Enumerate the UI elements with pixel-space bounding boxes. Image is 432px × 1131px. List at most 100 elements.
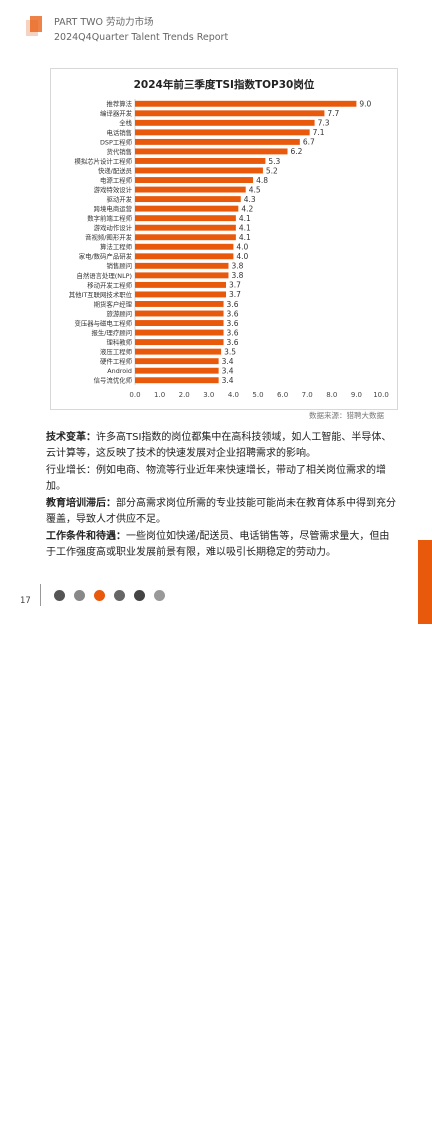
category-label: 销售顾问	[106, 261, 132, 270]
category-label: 旅游顾问	[106, 309, 132, 318]
category-label: DSP工程师	[100, 137, 133, 146]
category-label: 算法工程师	[100, 242, 133, 251]
bar	[135, 138, 300, 145]
x-tick-label: 1.0	[154, 391, 165, 399]
x-tick-label: 8.0	[326, 391, 337, 399]
value-label: 4.5	[249, 185, 261, 194]
bar	[135, 110, 325, 117]
bar	[135, 339, 224, 346]
bar	[135, 281, 227, 288]
value-label: 5.2	[266, 166, 278, 175]
x-tick-label: 9.0	[351, 391, 362, 399]
chart-title: 2024年前三季度TSI指数TOP30岗位	[133, 79, 315, 91]
category-label: 推荐算法	[106, 99, 132, 108]
category-label: 数字前端工程师	[87, 214, 132, 223]
category-label: 变压器与磁电工程师	[74, 318, 132, 327]
report-logo-icon	[26, 16, 42, 36]
category-label: 游戏动作设计	[94, 223, 133, 232]
value-label: 3.5	[224, 347, 236, 356]
value-label: 7.7	[327, 109, 339, 118]
category-label: Android	[107, 367, 132, 375]
category-label: 家电/数码产品研发	[79, 252, 133, 261]
value-label: 4.3	[244, 195, 256, 204]
category-label: 信号流优化师	[94, 376, 133, 385]
bar	[135, 320, 224, 326]
footer-dot-icon	[54, 590, 65, 601]
analysis-text: 技术变革：许多高TSI指数的岗位都集中在高科技领域，如人工智能、半导体、云计算等…	[46, 430, 398, 562]
category-label: 理科教师	[106, 338, 132, 347]
value-label: 3.6	[227, 328, 239, 337]
value-label: 3.7	[229, 281, 241, 290]
value-label: 3.8	[231, 271, 243, 280]
value-label: 3.6	[227, 300, 239, 309]
category-label: 电源工程师	[100, 175, 133, 184]
bar	[135, 253, 234, 260]
value-label: 4.0	[236, 243, 248, 252]
bar	[135, 167, 263, 174]
bar	[135, 291, 227, 298]
bar	[135, 177, 254, 183]
value-label: 3.4	[222, 367, 234, 376]
bar	[135, 205, 239, 212]
footer-divider	[40, 584, 41, 606]
bar	[135, 348, 222, 355]
value-label: 3.4	[222, 376, 234, 385]
bar	[135, 224, 236, 231]
page-number: 17	[20, 596, 31, 606]
value-label: 3.8	[231, 262, 243, 271]
x-tick-label: 7.0	[302, 391, 313, 399]
value-label: 6.7	[303, 138, 315, 147]
value-label: 3.6	[227, 319, 239, 328]
value-label: 4.1	[239, 214, 251, 223]
value-label: 7.3	[318, 119, 330, 128]
value-label: 5.3	[268, 157, 280, 166]
report-title: 2024Q4Quarter Talent Trends Report	[54, 32, 229, 43]
footer-dot-icon	[154, 590, 165, 601]
bar	[135, 100, 357, 107]
value-label: 4.1	[239, 233, 251, 242]
paragraph-education: 教育培训滞后：部分高需求岗位所需的专业技能可能尚未在教育体系中得到充分覆盖，导致…	[46, 498, 396, 525]
paragraph-tech: 技术变革：许多高TSI指数的岗位都集中在高科技领域，如人工智能、半导体、云计算等…	[46, 432, 392, 459]
bar	[135, 310, 224, 317]
category-label: 液压工程师	[100, 347, 133, 356]
bar	[135, 186, 246, 193]
value-label: 4.8	[256, 176, 268, 185]
bar	[135, 129, 310, 136]
section-label: PART TWO 劳动力市场	[54, 17, 154, 28]
category-label: 全栈	[119, 118, 132, 127]
category-label: 期货客户经理	[94, 299, 133, 308]
chart-plot: 推荐算法 9.0 编译器开发 7.7 全栈 7.3 电话销售 7.1 DSP工程师 6.7 货代销售…	[69, 99, 389, 399]
category-label: 硬件工程师	[100, 357, 133, 366]
value-label: 7.1	[313, 128, 325, 137]
bar	[135, 272, 229, 279]
brand-wordmark: LIEPIN	[422, 1096, 431, 1131]
value-label: 3.6	[227, 309, 239, 318]
bar	[135, 234, 236, 241]
bar	[135, 119, 315, 126]
x-tick-label: 5.0	[252, 391, 263, 399]
value-label: 6.2	[291, 147, 303, 156]
x-tick-label: 0.0	[129, 391, 140, 399]
footer-dot-icon	[94, 590, 105, 601]
paragraph-industry: 行业增长：例如电商、物流等行业近年来快速增长，带动了相关岗位需求的增加。	[46, 465, 386, 492]
value-label: 3.6	[227, 338, 239, 347]
category-label: 跨境电商运营	[94, 204, 133, 213]
value-label: 9.0	[359, 100, 371, 109]
bar	[135, 329, 224, 336]
bar	[135, 158, 266, 164]
footer-dot-icon	[134, 590, 145, 601]
category-label: 货代销售	[106, 147, 132, 156]
footer-dot-icon	[114, 590, 125, 601]
category-label: 电话销售	[106, 128, 132, 137]
x-tick-label: 4.0	[228, 391, 239, 399]
category-label: 自然语言处理(NLP)	[76, 271, 132, 280]
tsi-top30-chart: 2024年前三季度TSI指数TOP30岗位 推荐算法 9.0 编译器开发 7.7 全栈 7…	[50, 68, 398, 410]
value-label: 4.0	[236, 252, 248, 261]
data-source: 数据来源：猎聘大数据	[309, 411, 384, 420]
x-tick-label: 3.0	[203, 391, 214, 399]
bar	[135, 301, 224, 307]
x-tick-label: 10.0	[373, 391, 389, 399]
value-label: 4.2	[241, 204, 253, 213]
category-label: 游戏特效设计	[94, 185, 133, 194]
bar	[135, 196, 241, 203]
